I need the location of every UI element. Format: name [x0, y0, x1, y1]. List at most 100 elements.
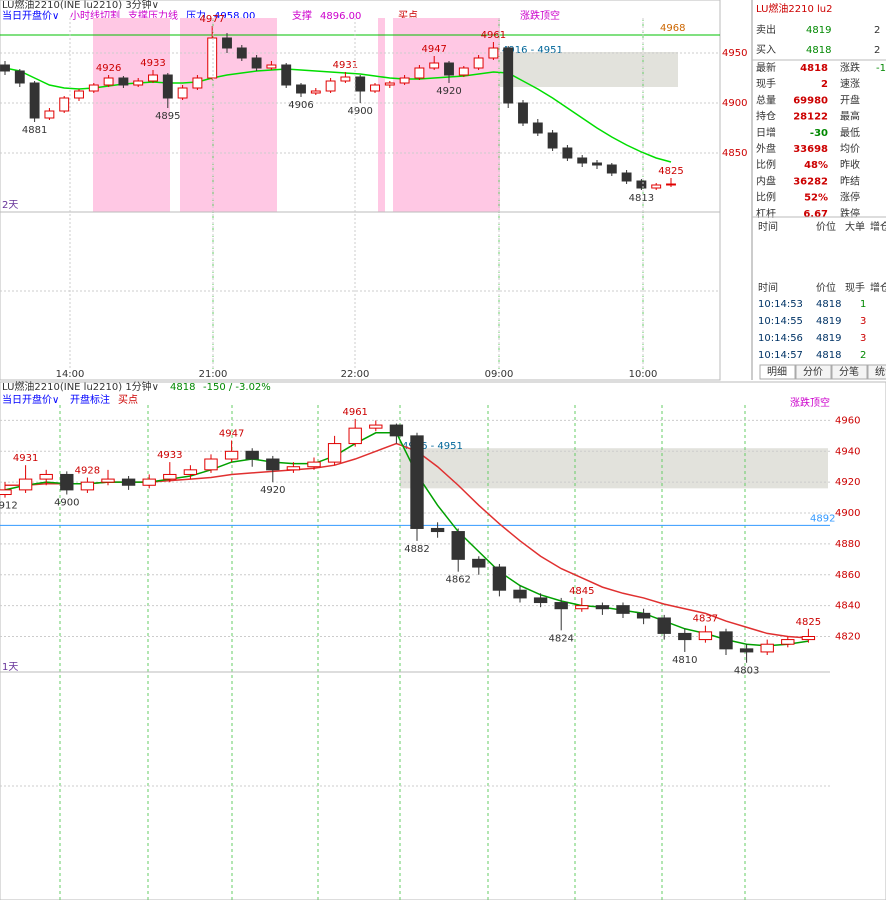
candle-body — [177, 87, 188, 99]
candle-body — [532, 122, 543, 134]
trade-cell: 10:14:56 — [758, 333, 803, 344]
y-tick-label: 4860 — [835, 570, 860, 581]
candle-body — [281, 64, 292, 86]
candle-body — [606, 164, 617, 174]
stat-label: 最新 — [756, 61, 776, 74]
candle-body — [636, 180, 647, 189]
price-annotation: 4977 — [199, 14, 224, 25]
candle-body — [554, 602, 568, 610]
candle-body — [562, 147, 573, 159]
candle-body — [444, 62, 454, 76]
toolbar-item[interactable]: 开盘标注 — [70, 393, 110, 406]
candle-body — [296, 84, 306, 94]
top-title: LU燃油2210(INE lu2210) 3分钟∨ — [2, 0, 159, 11]
tab-label[interactable]: 分笔 — [839, 365, 859, 378]
candle-body — [666, 183, 676, 186]
toolbar-item[interactable]: 买点 — [118, 394, 138, 406]
session-shade — [93, 18, 170, 212]
tab-label[interactable]: 分价 — [803, 366, 823, 378]
candle-body — [192, 77, 203, 89]
trade-header: 现手 — [845, 281, 865, 294]
price-annotation: 4837 — [693, 614, 718, 625]
candle-body — [18, 478, 33, 491]
candle-body — [74, 90, 84, 99]
candle-body — [251, 57, 262, 69]
toolbar-item[interactable]: 当日开盘价∨ — [2, 393, 59, 406]
price-annotation: 4931 — [13, 453, 38, 464]
stat-value: 4818 — [800, 63, 828, 74]
candle-body — [414, 67, 425, 79]
trade-cell: 10:14:57 — [758, 350, 803, 361]
stat-value: 6.67 — [803, 209, 828, 220]
quote-title: LU燃油2210 lu2 — [756, 2, 833, 15]
trade-header: 价位 — [816, 220, 836, 233]
stat-label: 日增 — [756, 126, 776, 139]
stat-label: 外盘 — [756, 142, 776, 155]
bottom-price: 4818 — [170, 382, 195, 393]
x-tick-label: 09:00 — [485, 369, 514, 380]
trade-cell: 4819 — [816, 333, 841, 344]
candle-body — [430, 527, 445, 533]
candle-body — [657, 617, 671, 634]
price-annotation: 4900 — [54, 498, 79, 509]
candle-body — [348, 427, 362, 445]
candle-body — [0, 64, 10, 72]
book-size: 2 — [874, 25, 880, 36]
price-annotation: 4933 — [157, 450, 182, 461]
price-annotation: 4881 — [22, 125, 47, 136]
stat-label: 涨停 — [840, 191, 860, 204]
tab[interactable] — [759, 364, 796, 380]
x-tick-label: 10:00 — [629, 369, 658, 380]
candle-body — [266, 458, 280, 471]
stat-label: 跌停 — [840, 207, 860, 220]
candle-body — [592, 162, 602, 166]
candle-body — [575, 605, 589, 610]
candle-body — [370, 84, 380, 92]
book-size: 2 — [874, 45, 880, 56]
candle-body — [760, 643, 774, 653]
trade-cell: 4818 — [816, 299, 841, 310]
toolbar-item[interactable]: 当日开盘价∨ — [2, 9, 59, 22]
candle-body — [781, 639, 795, 645]
candle-body — [429, 62, 440, 69]
x-tick-label: 21:00 — [199, 369, 228, 380]
price-annotation: 4825 — [796, 617, 821, 628]
candle-body — [513, 589, 527, 599]
candle-body — [533, 597, 548, 604]
stat-label: 涨跌 — [840, 61, 860, 74]
price-annotation: 4895 — [155, 111, 180, 122]
stat-label: 比例 — [756, 191, 776, 204]
candle-body — [384, 82, 395, 86]
candle-body — [595, 605, 610, 610]
candle-body — [39, 473, 53, 480]
ma-line — [4, 67, 672, 163]
tab[interactable] — [795, 364, 832, 380]
price-annotation: 4933 — [140, 58, 165, 69]
candle-body — [518, 102, 528, 124]
candle-body — [266, 64, 277, 69]
trade-cell: 4819 — [816, 316, 841, 327]
stat-label: 比例 — [756, 158, 776, 171]
tab-label[interactable]: 明细 — [767, 365, 787, 378]
stat-label: 最高 — [840, 110, 860, 123]
x-tick-label: 14:00 — [56, 369, 85, 380]
stat-label: 速涨 — [840, 78, 860, 90]
tab[interactable] — [831, 364, 868, 380]
candle-body — [369, 424, 383, 429]
stat-value: 33698 — [793, 144, 828, 155]
session-shade — [180, 18, 277, 212]
toolbar-item[interactable]: 4958.00 — [214, 11, 255, 22]
tab-label[interactable]: 统计 — [875, 365, 886, 378]
candle-body — [121, 478, 136, 486]
trade-cell: 10:14:55 — [758, 316, 803, 327]
toolbar-item[interactable]: 4896.00 — [320, 11, 361, 22]
stat-label: 开盘 — [840, 93, 860, 106]
stat-label: 昨收 — [840, 158, 860, 171]
candle-body — [451, 531, 465, 560]
zone — [400, 448, 828, 489]
zone-label: 4916 - 4951 — [502, 45, 563, 56]
candle-body — [801, 636, 816, 641]
price-annotation: 4961 — [342, 407, 367, 418]
trade-header: 时间 — [758, 281, 778, 294]
toolbar-item[interactable]: 支撑 — [292, 9, 312, 22]
